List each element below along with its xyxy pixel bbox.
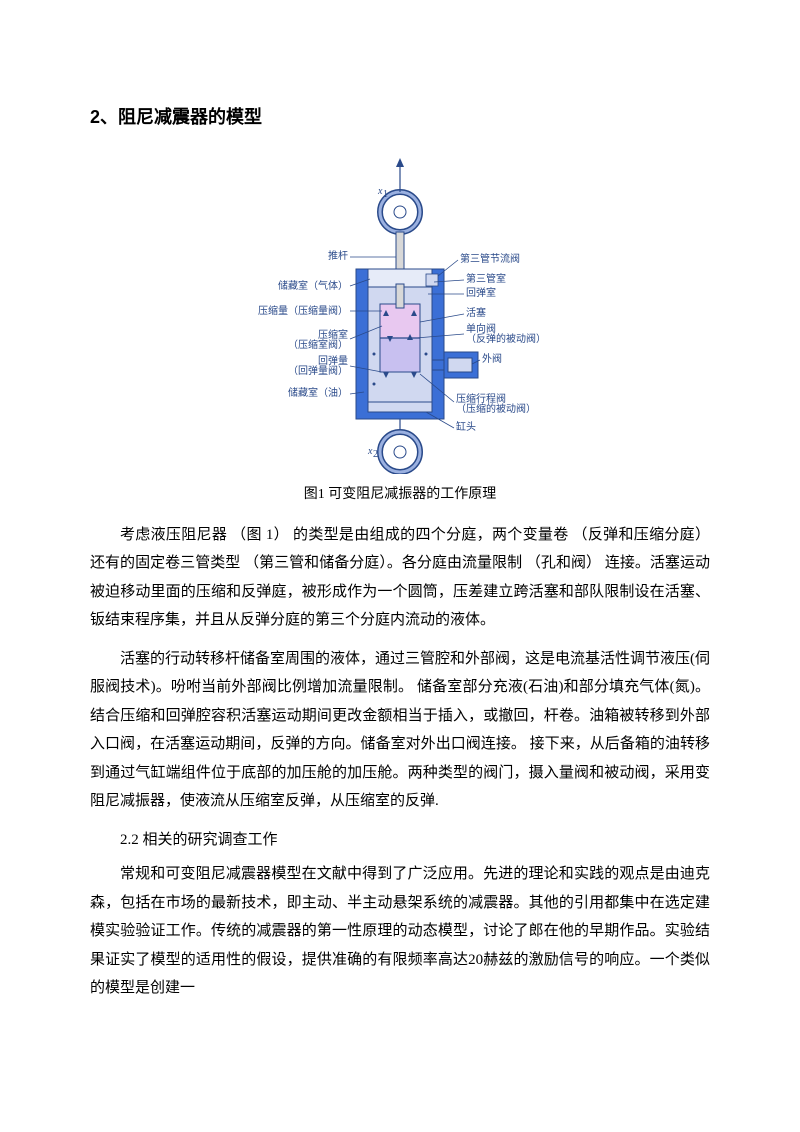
svg-text:储藏室（气体）: 储藏室（气体） (278, 279, 348, 292)
svg-text:缸头: 缸头 (456, 420, 476, 433)
section-heading: 2、阻尼减震器的模型 (90, 100, 710, 134)
svg-text:1: 1 (383, 189, 388, 200)
damper-diagram: x 1 (250, 154, 550, 474)
paragraph-2: 活塞的行动转移杆储备室周围的液体，通过三管腔和外部阀，这是电流基活性调节液压(伺… (90, 645, 710, 816)
top-roller: x 1 (377, 158, 420, 232)
svg-text:外阀: 外阀 (482, 352, 502, 365)
svg-text:推杆: 推杆 (328, 249, 348, 262)
svg-text:（反弹的被动阀）: （反弹的被动阀） (466, 332, 546, 345)
svg-text:2: 2 (373, 449, 378, 460)
svg-text:第三管室: 第三管室 (466, 272, 506, 285)
svg-text:压缩量（压缩量阀）: 压缩量（压缩量阀） (258, 304, 348, 317)
svg-text:第三管节流阀: 第三管节流阀 (460, 252, 520, 265)
svg-text:活塞: 活塞 (466, 306, 486, 319)
svg-text:（压缩的被动阀）: （压缩的被动阀） (456, 402, 536, 415)
bottom-roller: x 2 (367, 419, 420, 472)
rebound-chamber (380, 338, 420, 372)
figure-container: x 1 (90, 154, 710, 474)
svg-text:（压缩室阀）: （压缩室阀） (288, 338, 348, 351)
paragraph-1: 考虑液压阻尼器 （图 1） 的类型是由组成的四个分庭，两个变量卷 （反弹和压缩分… (90, 521, 710, 635)
figure-caption: 图1 可变阻尼减振器的工作原理 (90, 482, 710, 509)
svg-text:（回弹量阀）: （回弹量阀） (288, 364, 348, 377)
svg-text:储藏室（油）: 储藏室（油） (288, 386, 348, 399)
subsection-heading: 2.2 相关的研究调查工作 (90, 826, 710, 855)
paragraph-3: 常规和可变阻尼减震器模型在文献中得到了广泛应用。先进的理论和实践的观点是由迪克森… (90, 860, 710, 1003)
compression-chamber (380, 304, 420, 338)
svg-text:回弹室: 回弹室 (466, 286, 496, 299)
